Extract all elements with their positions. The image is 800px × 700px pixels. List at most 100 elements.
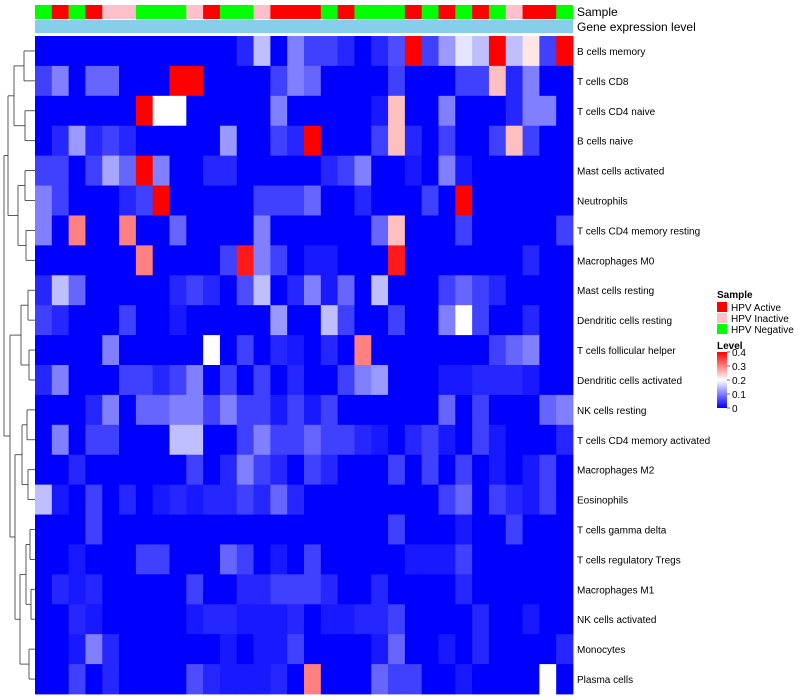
heatmap-cell [337,574,355,605]
heatmap-cell [522,275,540,306]
sample-cell [388,5,406,19]
heatmap-cell [522,245,540,276]
heatmap-cell [102,664,120,695]
heatmap-cell [35,36,53,67]
heatmap-cell [522,365,540,396]
heatmap-cell [169,634,187,665]
sample-cell [472,5,490,19]
heatmap-cell [421,305,439,336]
heatmap-cell [135,125,154,157]
heatmap-cell [388,544,406,575]
heatmap-cell [472,65,490,97]
heatmap-cell [304,365,322,396]
heatmap-cell [320,604,339,635]
heatmap-cell [556,394,574,426]
heatmap-cell [102,185,120,216]
heatmap-cell [539,574,557,605]
heatmap-cell [472,484,490,515]
heatmap-cell [371,245,389,276]
heatmap-cell [85,365,103,396]
heatmap-cell [219,185,238,216]
heatmap-cell [371,664,389,695]
heatmap-cell [455,394,473,426]
heatmap-cell [85,454,103,486]
heatmap-cell [455,155,473,186]
sample-cell [488,5,507,19]
heatmap-cell [119,394,137,426]
heatmap-cell [488,335,507,366]
level-tick-label: 0.1 [732,390,746,401]
heatmap-cell [354,335,372,366]
heatmap-cell [488,65,507,97]
row-label: Mast cells activated [577,167,664,178]
heatmap-cell [219,574,238,605]
heatmap-cell [539,155,557,186]
heatmap-cell [152,604,170,635]
heatmap-cell [488,36,507,67]
heatmap-cell [186,544,204,575]
heatmap-cell [472,664,490,695]
heatmap-cell [337,394,355,426]
heatmap-cell [472,454,490,486]
heatmap-cell [119,215,137,246]
heatmap-cell [488,604,507,635]
heatmap-cell [320,454,339,486]
heatmap-cell [320,574,339,605]
heatmap-cell [304,514,322,545]
heatmap-cell [505,424,523,456]
heatmap-cell [35,185,53,216]
heatmap-cell [488,95,507,127]
heatmap-cell [320,95,339,127]
heatmap-cell [455,365,473,396]
heatmap-cell [505,155,523,186]
heatmap-cell [404,245,423,276]
row-label: T cells gamma delta [577,526,667,537]
heatmap-cell [68,574,86,605]
heatmap-cell [68,634,86,665]
sample-annotation-bar [35,5,574,19]
heatmap-cell [320,305,339,336]
heatmap-cell [371,275,389,306]
heatmap-cell [320,484,339,515]
row-label: T cells CD8 [577,77,629,88]
heatmap-cell [152,574,170,605]
heatmap-cell [337,95,355,127]
heatmap-cell [68,544,86,575]
heatmap-cell [556,484,574,515]
heatmap-cell [421,544,439,575]
sample-cell [556,5,574,19]
gene-expression-annotation-bar [35,20,573,33]
heatmap-cell [505,394,523,426]
heatmap-cell [236,604,254,635]
heatmap-cell [455,305,473,336]
heatmap-cell [488,365,507,396]
heatmap-cell [236,275,254,306]
heatmap-cell [68,185,86,216]
heatmap-cell [488,454,507,486]
heatmap-cell [371,36,389,67]
heatmap-cell [337,604,355,635]
heatmap-cell [68,36,86,67]
heatmap-cell [354,544,372,575]
heatmap-cell [35,484,53,515]
heatmap-cell [236,95,254,127]
heatmap-cell [51,544,70,575]
heatmap-cell [488,574,507,605]
heatmap-cell [522,185,540,216]
heatmap-cell [505,514,523,545]
heatmap-cell [522,424,540,456]
heatmap-cell [270,484,288,515]
heatmap-cell [203,215,221,246]
heatmap-cell [304,604,322,635]
heatmap-cell [253,245,271,276]
heatmap-cell [455,574,473,605]
heatmap-cell [253,664,271,695]
heatmap-cell [169,245,187,276]
heatmap-cell [539,394,557,426]
heatmap-cell [169,36,187,67]
heatmap-cell [68,604,86,635]
gene-expression-bar [35,20,573,33]
heatmap-cell [556,514,574,545]
heatmap-cell [35,634,53,665]
heatmap-cell [270,604,288,635]
